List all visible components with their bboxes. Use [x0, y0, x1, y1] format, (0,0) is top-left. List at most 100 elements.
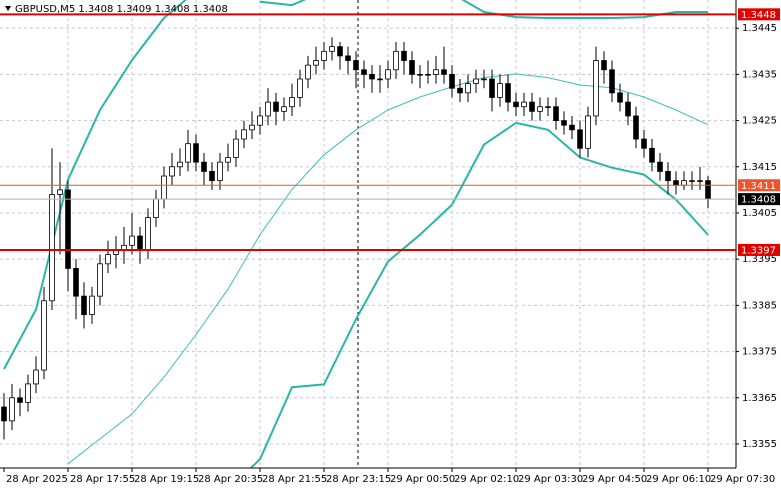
- y-tick-label: 1.3385: [742, 300, 777, 311]
- candle-body: [593, 60, 599, 117]
- candle-body: [137, 235, 143, 251]
- candle-body: [393, 50, 399, 71]
- candle-body: [449, 73, 455, 89]
- candle-body: [361, 69, 367, 75]
- y-tick-label: 1.3405: [742, 208, 777, 219]
- candle-body: [497, 83, 503, 98]
- candle-body: [473, 78, 479, 85]
- candle-body: [417, 73, 423, 76]
- candle-body: [681, 180, 687, 186]
- candle-body: [705, 180, 711, 200]
- candle-body: [633, 115, 639, 140]
- candle-body: [9, 397, 15, 422]
- candle-body: [185, 143, 191, 163]
- price-level-label: 1.3448: [741, 10, 776, 21]
- candle-body: [377, 78, 383, 81]
- candle-body: [233, 138, 239, 158]
- candle-body: [401, 50, 407, 61]
- y-tick-label: 1.3355: [742, 439, 777, 450]
- candle-body: [513, 101, 519, 108]
- candle-body: [57, 189, 63, 195]
- x-tick-label: 29 Apr 02:10: [454, 474, 519, 485]
- candle-body: [505, 83, 511, 103]
- candle-body: [169, 166, 175, 177]
- y-tick-label: 1.3365: [742, 393, 777, 404]
- candle-body: [625, 101, 631, 117]
- x-tick-label: 28 Apr 17:55: [70, 474, 135, 485]
- candle-body: [369, 73, 375, 80]
- candle-body: [529, 101, 535, 112]
- candle-body: [545, 106, 551, 108]
- axes: 1.3355 1.3365 1.3375 1.3385 1.3395 1.3405 1.34…: [3, 23, 777, 485]
- price-level-box: [738, 193, 780, 206]
- candle-body: [305, 64, 311, 80]
- x-tick-label: 28 Apr 21:55: [262, 474, 327, 485]
- candle-body: [465, 83, 471, 94]
- candle-body: [65, 189, 71, 269]
- candle-body: [145, 217, 151, 251]
- price-level-label: 1.3397: [741, 245, 776, 256]
- candle-body: [561, 120, 567, 126]
- candle-body: [161, 175, 167, 200]
- candle-body: [265, 101, 271, 117]
- x-tick-label: 29 Apr 07:30: [710, 474, 775, 485]
- candle-body: [289, 97, 295, 108]
- candle-body: [385, 69, 391, 80]
- candle-body: [209, 170, 215, 182]
- y-tick-label: 1.3435: [742, 69, 777, 80]
- candle-body: [153, 198, 159, 218]
- x-tick-label: 28 Apr 19:15: [134, 474, 199, 485]
- candle-body: [649, 147, 655, 163]
- candle-body: [617, 92, 623, 103]
- x-tick-label: 29 Apr 00:50: [390, 474, 455, 485]
- candle-body: [297, 78, 303, 98]
- candle-body: [609, 69, 615, 94]
- x-tick-label: 28 Apr 20:35: [198, 474, 263, 485]
- symbol-menu-icon[interactable]: [5, 6, 11, 11]
- band-line: [67, 73, 709, 465]
- candle-body: [281, 106, 287, 112]
- candle-body: [249, 124, 255, 131]
- candle-body: [129, 235, 135, 246]
- price-level-box: [738, 243, 780, 256]
- candle-body: [81, 295, 87, 316]
- price-level-box: [738, 8, 780, 21]
- candle-body: [489, 78, 495, 98]
- y-tick-label: 1.3375: [742, 347, 777, 358]
- plot-area: [1, 0, 711, 468]
- band-line: [249, 121, 709, 468]
- candle-body: [337, 46, 343, 57]
- candle-body: [41, 300, 47, 371]
- y-tick-label: 1.3415: [742, 162, 777, 173]
- candle-body: [641, 138, 647, 149]
- candle-body: [673, 180, 679, 186]
- candle-body: [313, 60, 319, 66]
- candle-body: [97, 263, 103, 297]
- candle-body: [1, 406, 7, 422]
- candle-body: [601, 60, 607, 71]
- x-tick-label: 29 Apr 04:50: [582, 474, 647, 485]
- x-tick-label: 28 Apr 2025: [6, 474, 68, 485]
- candle-body: [257, 115, 263, 126]
- candle-body: [241, 129, 247, 140]
- candle-body: [33, 369, 39, 385]
- price-level-box: [738, 179, 780, 192]
- candle-body: [689, 180, 695, 182]
- x-tick-label: 29 Apr 06:10: [646, 474, 711, 485]
- candle-body: [577, 129, 583, 149]
- candle-body: [481, 78, 487, 81]
- candle-body: [409, 60, 415, 75]
- candle-body: [665, 170, 671, 182]
- x-tick-label: 29 Apr 03:30: [518, 474, 583, 485]
- candle-body: [225, 157, 231, 163]
- y-tick-label: 1.3425: [742, 116, 777, 127]
- price-level-label: 1.3411: [741, 181, 776, 192]
- price-level-label: 1.3408: [741, 195, 776, 206]
- candle-body: [697, 180, 703, 182]
- candle-body: [321, 50, 327, 61]
- candle-body: [49, 194, 55, 302]
- candle-body: [273, 101, 279, 112]
- candle-body: [89, 295, 95, 316]
- candle-body: [345, 55, 351, 61]
